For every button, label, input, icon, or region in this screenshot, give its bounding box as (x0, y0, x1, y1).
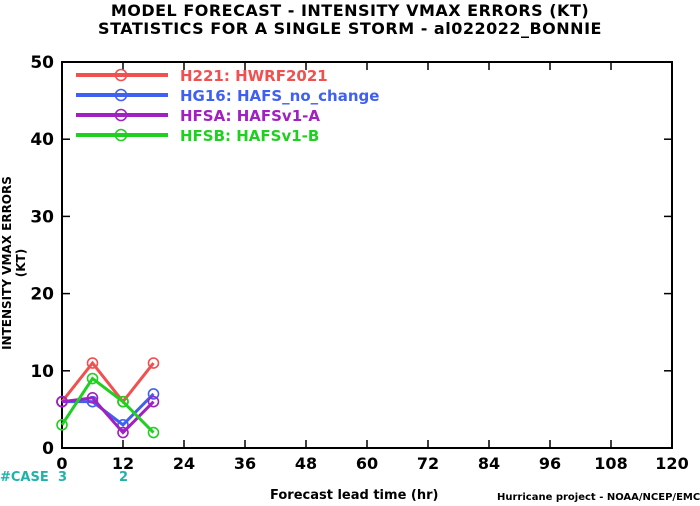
x-tick-label-24: 24 (173, 454, 195, 473)
y-tick-label-30: 30 (30, 207, 54, 227)
y-tick-label-20: 20 (30, 285, 54, 305)
x-tick-label-108: 108 (594, 454, 627, 473)
chart-title: MODEL FORECAST - INTENSITY VMAX ERRORS (… (110, 1, 590, 20)
series-2-point-3 (147, 395, 160, 408)
y-tick-label-10: 10 (30, 362, 54, 382)
x-axis-label: Forecast lead time (hr) (270, 488, 439, 503)
x-tick-label-0: 0 (56, 454, 67, 473)
plot-frame (61, 61, 673, 449)
legend-marker-1 (114, 88, 128, 102)
case-count-0: 3 (58, 470, 68, 485)
series-3-point-0 (56, 419, 68, 431)
x-tick-label-72: 72 (417, 454, 439, 473)
y-tick-label-40: 40 (30, 130, 54, 150)
y-tick-label-50: 50 (30, 53, 54, 73)
case-count-12: 2 (119, 470, 129, 485)
legend-marker-3 (114, 128, 128, 142)
series-2-point-0 (56, 395, 68, 408)
legend-marker-2 (114, 108, 128, 122)
legend-label-3: HFSB: HAFSv1-B (180, 127, 319, 145)
legend-label-0: H221: HWRF2021 (180, 67, 328, 85)
series-1-point-3 (147, 388, 160, 400)
x-tick-label-120: 120 (655, 454, 688, 473)
x-tick-label-48: 48 (295, 454, 317, 473)
chart-subtitle: STATISTICS FOR A SINGLE STORM - al022022… (98, 19, 602, 38)
series-2-point-2 (117, 426, 129, 439)
series-line-0 (60, 360, 155, 405)
series-3-point-3 (147, 426, 160, 439)
series-0-point-3 (147, 357, 160, 369)
series-3-point-1 (86, 372, 99, 385)
x-tick-label-12: 12 (112, 454, 134, 473)
x-tick-label-96: 96 (539, 454, 561, 473)
legend-label-2: HFSA: HAFSv1-A (180, 107, 320, 125)
series-0-point-1 (86, 357, 99, 369)
x-tick-label-36: 36 (234, 454, 256, 473)
y-tick-label-0: 0 (42, 439, 54, 459)
legend-label-1: HG16: HAFS_no_change (180, 87, 379, 105)
series-line-3 (60, 376, 155, 434)
series-3-point-2 (117, 395, 129, 408)
legend-marker-0 (114, 68, 128, 82)
case-label: #CASE (0, 470, 49, 485)
series-2-point-1 (86, 392, 99, 404)
x-tick-label-84: 84 (478, 454, 500, 473)
credit-text: Hurricane project - NOAA/NCEP/EMC (497, 492, 700, 503)
x-tick-label-60: 60 (356, 454, 378, 473)
